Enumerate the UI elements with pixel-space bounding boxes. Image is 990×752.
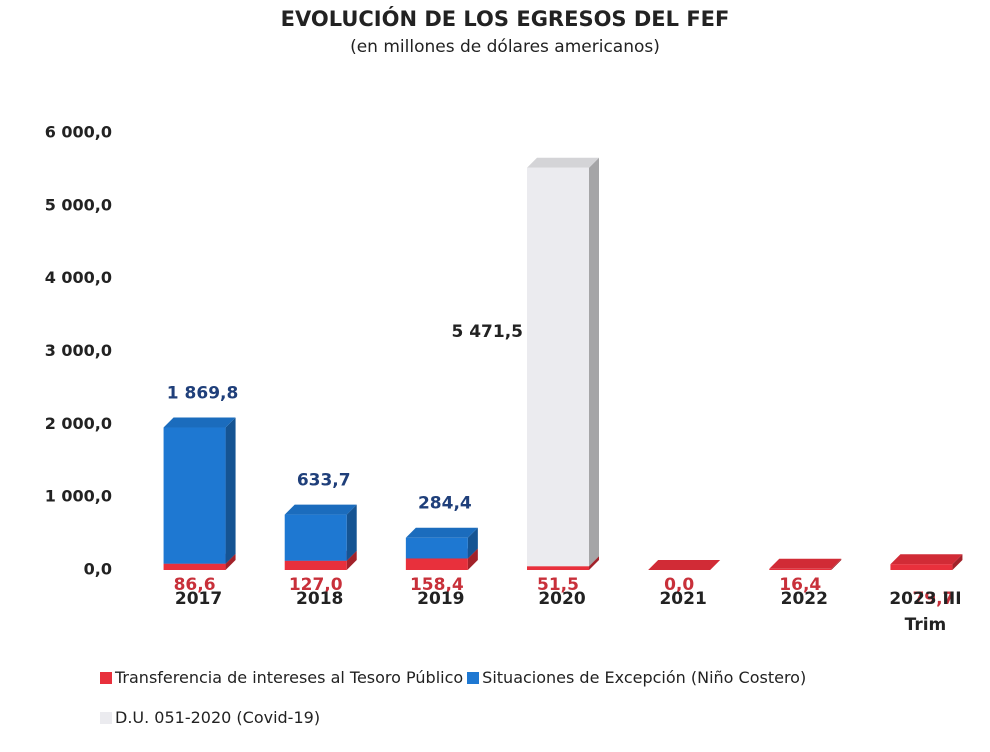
bar-top [527,157,599,168]
y-tick-label: 6 000,0 [45,123,112,142]
legend-item: D.U. 051-2020 (Covid-19) [100,708,320,727]
bar [769,568,832,570]
bar [163,427,226,564]
legend-swatch [467,672,480,684]
value-label: 86,6 [174,575,216,595]
value-label: 0,0 [664,575,694,595]
value-label: 79,7 [912,589,954,609]
x-tick-label: 2018 [296,589,344,609]
bar-top [405,527,478,538]
value-label: 633,7 [297,471,351,491]
bar [405,537,468,559]
bar-top [890,554,963,565]
value-label: 5 471,5 [451,322,523,342]
bar-side [589,556,599,570]
x-tick-label: 2021 [659,589,707,609]
legend: Transferencia de intereses al Tesoro Púb… [100,668,810,687]
chart-subtitle: (en millones de dólares americanos) [350,37,660,57]
value-label: 51,5 [537,575,579,595]
y-tick-label: 2 000,0 [45,414,112,433]
y-tick-label: 5 000,0 [45,195,112,214]
bar [527,167,589,567]
bar-top [284,504,357,515]
legend-item: Situaciones de Excepción (Niño Costero) [467,668,806,687]
x-tick-label: 2022 [780,589,828,609]
value-label: 127,0 [289,575,343,595]
bar-side [952,554,963,570]
x-tick-label: 2023 III Trim [889,589,962,635]
bar [284,514,347,561]
bar [890,564,953,570]
legend-swatch [100,712,112,724]
y-tick-label: 4 000,0 [45,268,112,287]
legend-label: Transferencia de intereses al Tesoro Púb… [115,668,464,687]
value-label: 16,4 [779,575,821,595]
bar-side [831,558,842,570]
value-label: 158,4 [410,575,464,595]
x-tick-label: 2019 [417,589,465,609]
bar [284,560,347,570]
legend-swatch [100,672,112,684]
value-label: 1 869,8 [167,384,239,404]
bar [163,563,226,570]
bar-top [769,558,842,569]
bar-top [163,417,236,428]
chart-title: EVOLUCIÓN DE LOS EGRESOS DEL FEF [281,6,730,31]
bar-side [589,157,599,567]
legend-item: Transferencia de intereses al Tesoro Púb… [100,668,463,687]
x-tick-label: 2017 [174,589,223,609]
y-tick-label: 3 000,0 [45,341,112,360]
bar [527,566,589,570]
bar-side [346,504,357,561]
y-tick-label: 0,0 [84,560,112,579]
bar-side [467,527,478,559]
legend-label: Situaciones de Excepción (Niño Costero) [482,668,807,687]
legend-label: D.U. 051-2020 (Covid-19) [115,708,321,727]
value-label: 284,4 [418,494,472,514]
bar-side [225,553,236,570]
bar [405,558,468,570]
x-tick-label: 2020 [538,589,586,609]
y-tick-label: 1 000,0 [45,487,112,506]
bar-side [225,417,236,564]
bar-top [648,560,721,570]
legend: D.U. 051-2020 (Covid-19) [100,708,324,727]
bar-side [467,548,478,570]
bar-side [346,550,357,570]
